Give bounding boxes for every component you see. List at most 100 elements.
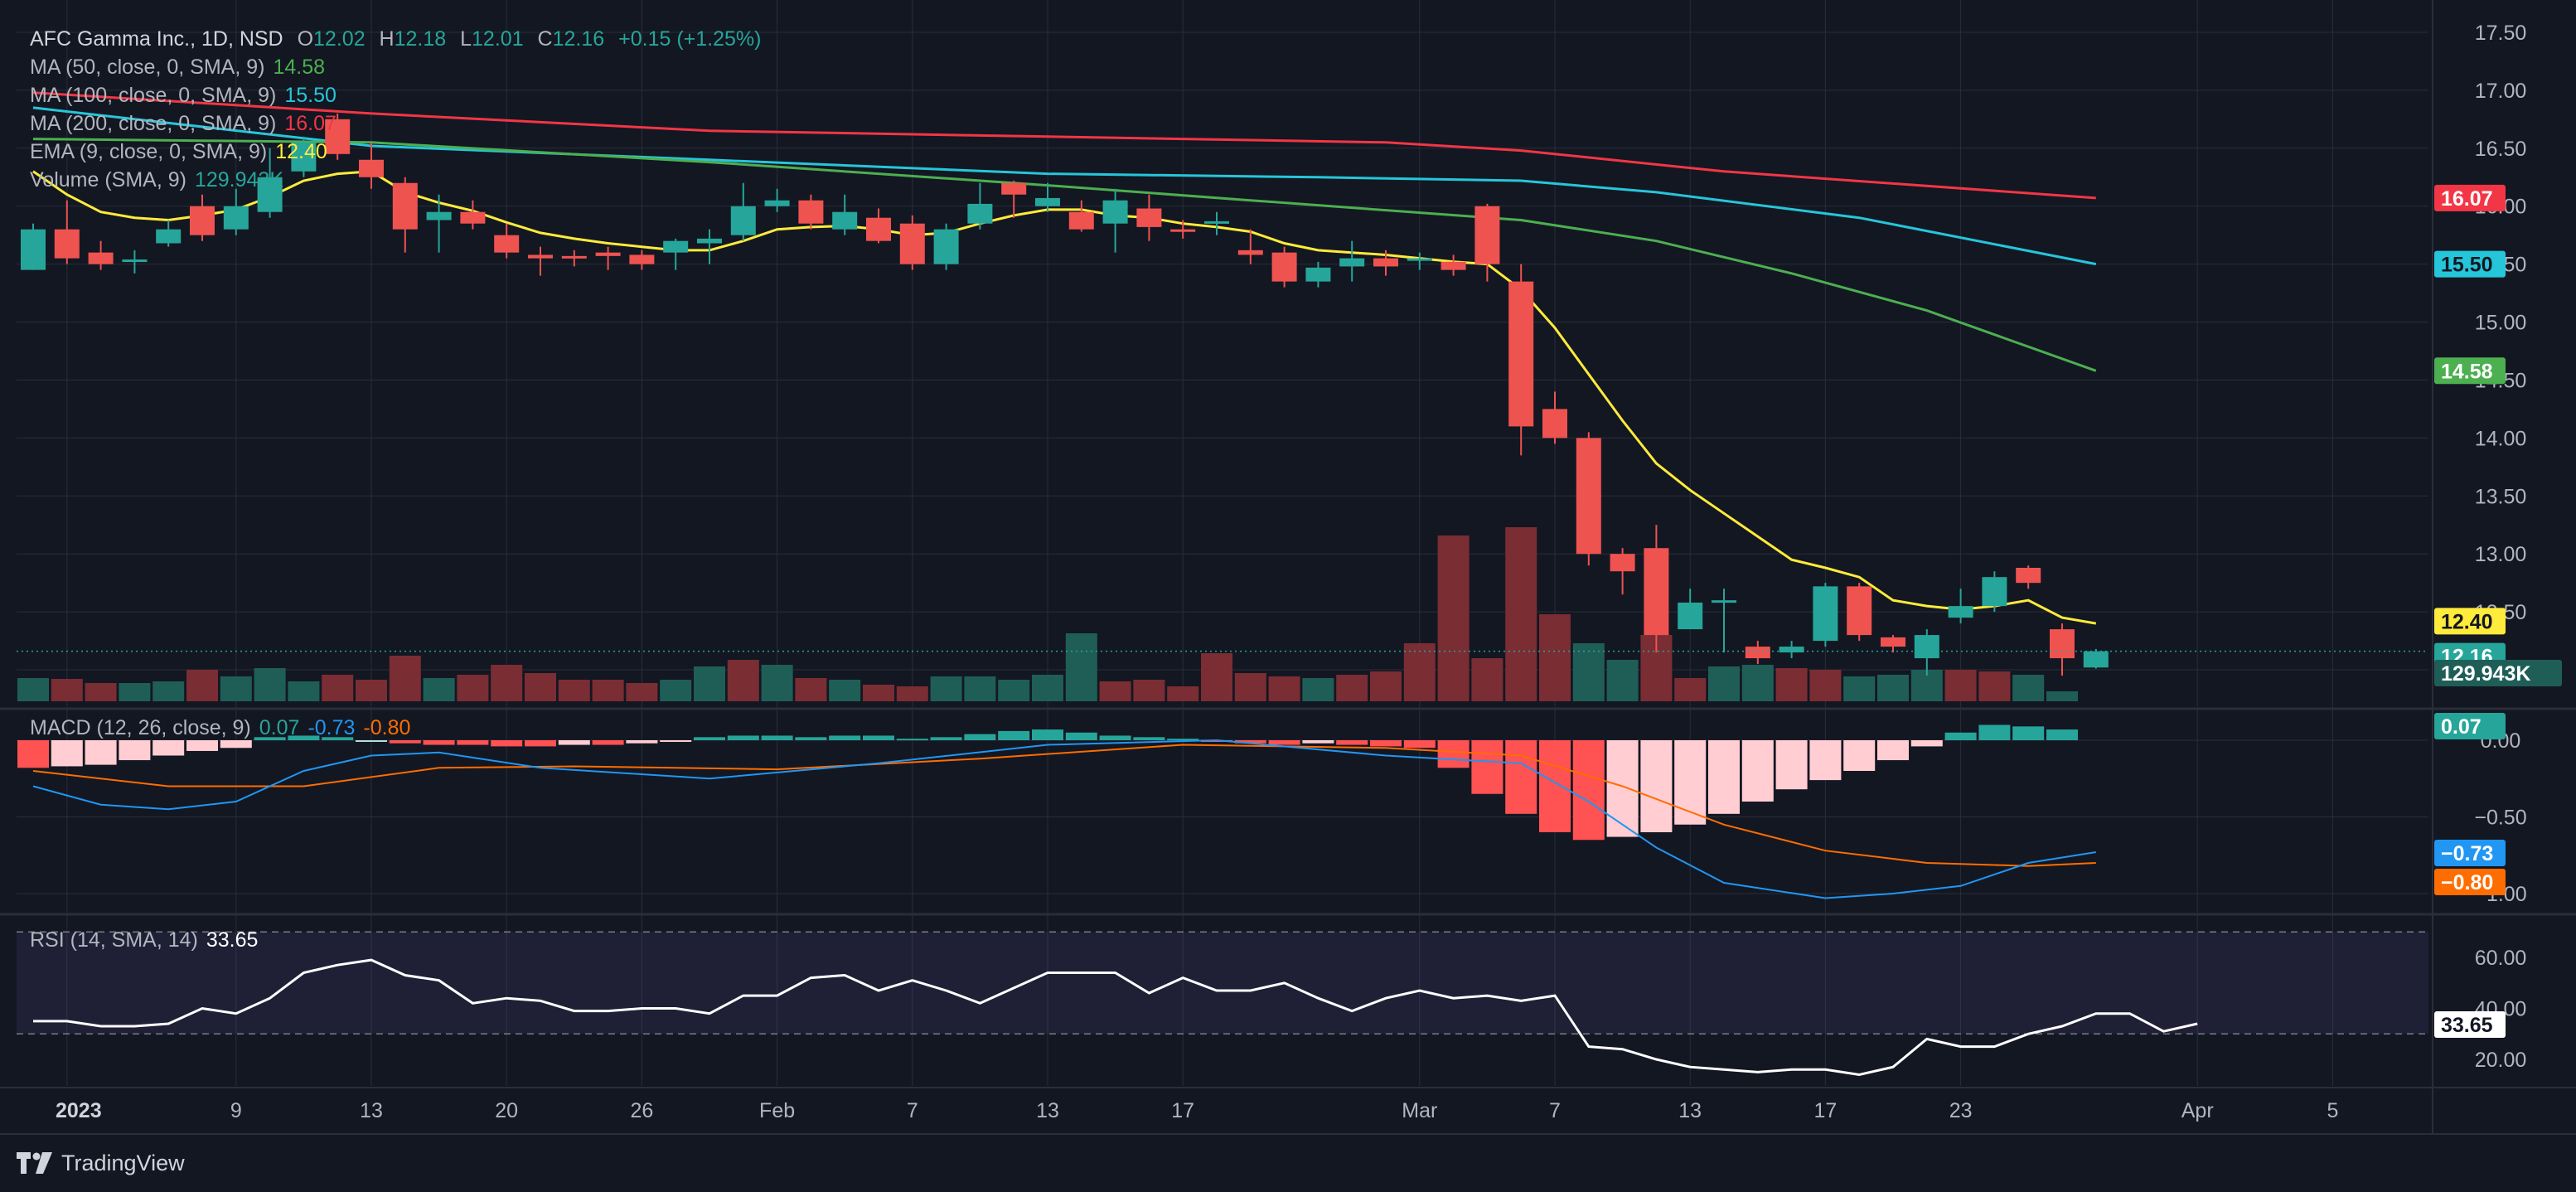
price-axis-label: 14.00: [2475, 427, 2527, 450]
ema9-price-tag: 12.40: [2441, 610, 2493, 633]
time-axis-label: 2023: [56, 1099, 102, 1122]
volume-bar: [930, 676, 962, 701]
rsi-axis-label: 60.00: [2475, 947, 2527, 970]
macd-histogram-bar: [896, 739, 928, 741]
macd-histogram-bar: [761, 735, 793, 740]
volume-bar: [1775, 668, 1808, 701]
macd-histogram-bar: [1370, 740, 1402, 747]
volume-legend[interactable]: Volume (SMA, 9) 129.943K: [30, 166, 769, 194]
time-axis-label: 5: [2327, 1099, 2338, 1122]
header-legend: AFC Gamma Inc., 1D, NSD O12.02 H12.18 L1…: [30, 25, 769, 194]
ema9-value: 12.40: [275, 140, 327, 163]
tradingview-logo[interactable]: TradingView: [17, 1146, 185, 1180]
rsi-legend[interactable]: RSI (14, SMA, 14) 33.65: [30, 926, 266, 954]
candle-body: [1610, 554, 1635, 572]
volume-bar: [186, 670, 218, 701]
macd-hist-tag: 0.07: [2441, 715, 2482, 739]
volume-bar: [727, 660, 759, 701]
macd-histogram-bar: [1505, 740, 1537, 814]
volume-bar: [1674, 678, 1707, 701]
volume-tag: 129.943K: [2441, 662, 2530, 686]
ma50-label: MA (50, close, 0, SMA, 9): [30, 56, 265, 79]
candle-body: [730, 206, 756, 235]
candle-body: [1948, 606, 1973, 618]
macd-histogram-bar: [254, 737, 286, 740]
macd-histogram-bar: [727, 735, 759, 740]
macd-histogram-bar: [491, 740, 523, 747]
candle-body: [629, 254, 655, 264]
macd-histogram-bar: [558, 740, 590, 745]
candle-body: [764, 200, 790, 206]
candle-body: [933, 229, 959, 264]
change-value: +0.15 (+1.25%): [618, 27, 762, 51]
ma200-value: 16.07: [284, 112, 337, 135]
volume-bar: [998, 680, 1030, 701]
candle-body: [88, 252, 114, 264]
volume-bar: [896, 686, 928, 701]
ema9-legend[interactable]: EMA (9, close, 0, SMA, 9) 12.40: [30, 138, 769, 166]
volume-bar: [626, 683, 658, 701]
macd-histogram-bar: [153, 740, 185, 756]
ma200-legend[interactable]: MA (200, close, 0, SMA, 9) 16.07: [30, 109, 769, 138]
macd-histogram-bar: [1978, 724, 2011, 740]
volume-bars: [17, 527, 2078, 701]
macd-histogram-bar: [1133, 737, 1165, 740]
macd-histogram-bar: [1539, 740, 1571, 832]
time-axis-label: 7: [1549, 1099, 1561, 1122]
volume-bar: [220, 676, 252, 701]
time-axis-label: 17: [1171, 1099, 1194, 1122]
volume-bar: [2012, 675, 2045, 701]
open-value: 12.02: [313, 27, 366, 51]
candle-body: [1441, 261, 1466, 270]
ma50-legend[interactable]: MA (50, close, 0, SMA, 9) 14.58: [30, 53, 769, 81]
tradingview-logo-text: TradingView: [61, 1150, 185, 1175]
macd-histogram-bar: [288, 735, 320, 740]
price-axis-label: 17.50: [2475, 22, 2527, 45]
macd-histogram-bar: [1775, 740, 1808, 790]
volume-bar: [795, 678, 827, 701]
macd-histogram-bar: [795, 737, 827, 740]
macd-pane: [17, 724, 2096, 899]
time-axis-label: 26: [630, 1099, 653, 1122]
volume-bar: [1505, 527, 1537, 701]
volume-bar: [1268, 676, 1300, 701]
macd-histogram-bar: [457, 740, 489, 745]
macd-line: [32, 739, 2096, 899]
volume-value: 129.943K: [194, 168, 283, 191]
macd-histogram-bar: [863, 735, 894, 740]
macd-histogram-bar: [1809, 740, 1842, 781]
volume-bar: [1809, 670, 1842, 701]
macd-histogram-bar: [1167, 739, 1199, 741]
volume-bar: [119, 683, 151, 701]
time-axis-label: Apr: [2181, 1099, 2214, 1122]
macd-histogram-bar: [1234, 740, 1266, 744]
macd-histogram-bar: [1336, 740, 1368, 745]
volume-bar: [254, 668, 286, 701]
macd-histogram-bar: [389, 740, 421, 744]
volume-label: Volume (SMA, 9): [30, 168, 186, 191]
volume-bar: [829, 680, 861, 701]
macd-legend[interactable]: MACD (12, 26, close, 9) 0.07 -0.73 -0.80: [30, 714, 419, 742]
macd-histogram-bar: [1471, 740, 1503, 794]
rsi-value: 33.65: [206, 928, 259, 952]
macd-label: MACD (12, 26, close, 9): [30, 716, 251, 739]
tradingview-logo-icon: [17, 1152, 52, 1174]
rsi-tag: 33.65: [2441, 1014, 2493, 1037]
volume-bar: [1877, 675, 1909, 701]
macd-tag: −0.73: [2441, 842, 2493, 865]
time-axis-label: 9: [230, 1099, 242, 1122]
time-axis[interactable]: 2023 9 13 20 26 Feb 7 13 17 Mar 7 13 17 23 Apr 5: [56, 1099, 2338, 1122]
volume-bar: [85, 683, 117, 701]
price-axis-label: 13.00: [2475, 543, 2527, 566]
volume-bar: [1133, 680, 1165, 701]
macd-histogram-bar: [592, 740, 624, 745]
volume-bar: [457, 675, 489, 701]
price-tags: 16.0715.5014.5812.4012.16129.943K0.07−0.…: [2434, 184, 2562, 1039]
candle-body: [2083, 651, 2109, 668]
time-axis-label: 20: [495, 1099, 518, 1122]
candle-body: [1982, 577, 2007, 607]
volume-bar: [1302, 678, 1334, 701]
candle-body: [1373, 258, 1398, 267]
ma100-legend[interactable]: MA (100, close, 0, SMA, 9) 15.50: [30, 81, 769, 109]
